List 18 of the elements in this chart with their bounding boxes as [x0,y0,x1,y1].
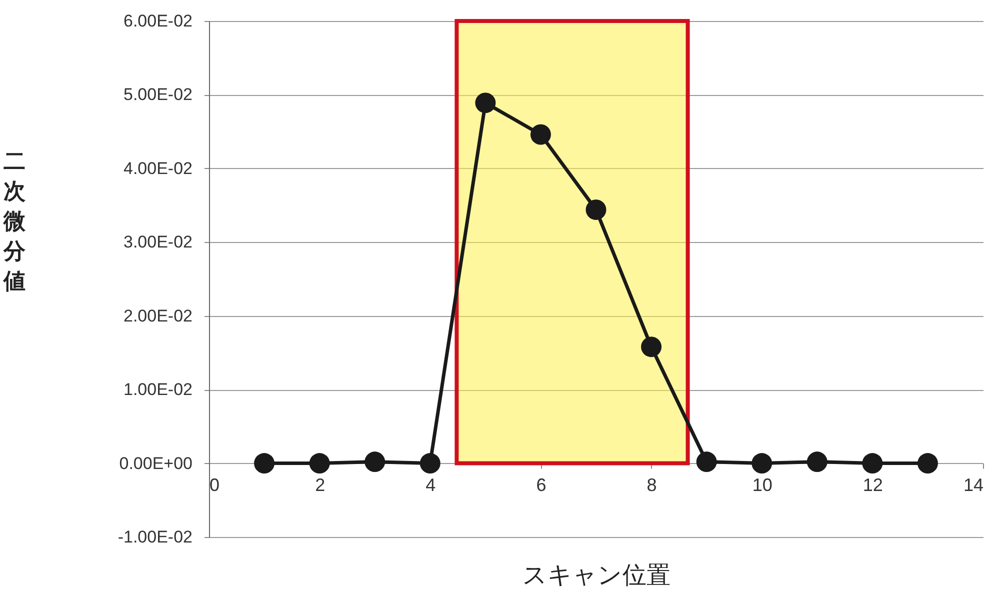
y-tick-label: 4.00E-02 [124,158,192,178]
y-axis-title: 二次微分値 [2,148,26,294]
x-tick-label: 6 [536,474,546,495]
x-tick-label: 14 [963,474,984,495]
y-tick-label: -1.00E-02 [118,528,192,546]
y-tick-label: 3.00E-02 [124,232,192,252]
x-tick-label: 0 [210,474,220,495]
y-tick-label: 2.00E-02 [124,306,192,326]
x-tick-label: 4 [426,474,436,495]
x-tick-label: 10 [752,474,772,495]
x-tick-label: 8 [646,474,657,495]
y-tick-label: 6.00E-02 [124,12,192,30]
x-tick-label: 2 [315,474,326,495]
x-axis-title: スキャン位置 [522,562,670,589]
y-tick-label: 5.00E-02 [124,85,192,104]
x-tick-label: 12 [862,474,883,495]
y-tick-label: 0.00E+00 [119,454,192,473]
y-tick-label: 1.00E-02 [124,380,192,400]
